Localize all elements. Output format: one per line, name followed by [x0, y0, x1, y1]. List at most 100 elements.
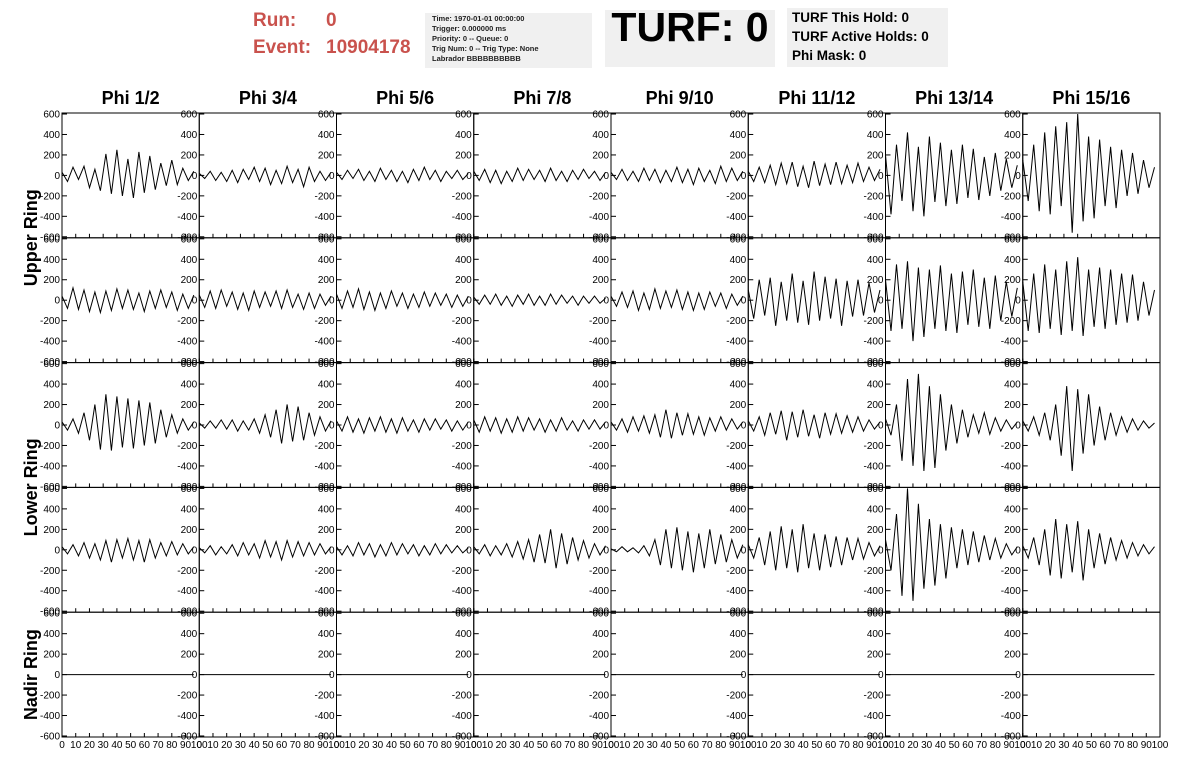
- y-tick-label: 0: [1015, 670, 1021, 681]
- y-tick-label: 400: [730, 130, 747, 141]
- y-tick-label: 0: [192, 670, 198, 681]
- x-tick-label: 50: [125, 740, 137, 751]
- y-tick-label: -600: [863, 731, 883, 742]
- x-tick-label: 80: [303, 740, 315, 751]
- y-tick-label: -400: [1001, 586, 1021, 597]
- y-tick-label: -400: [726, 337, 746, 348]
- y-tick-label: 600: [455, 359, 472, 370]
- waveform: [1022, 519, 1155, 581]
- column-title: Phi 13/14: [915, 88, 993, 108]
- waveform: [61, 536, 195, 563]
- y-tick-label: 0: [603, 670, 609, 681]
- y-tick-label: 400: [181, 255, 198, 266]
- y-tick-label: -400: [177, 212, 197, 223]
- x-tick-label: 80: [578, 740, 590, 751]
- x-tick-label: 60: [551, 740, 563, 751]
- y-tick-label: 200: [455, 150, 472, 161]
- y-tick-label: 200: [730, 150, 747, 161]
- x-tick-label: 50: [811, 740, 823, 751]
- x-tick-label: 60: [276, 740, 288, 751]
- x-tick-label: 80: [166, 740, 178, 751]
- y-tick-label: -200: [452, 566, 472, 577]
- y-tick-label: -600: [589, 731, 609, 742]
- x-tick-label: 100: [740, 740, 757, 751]
- info-box: Time: 1970-01-01 00:00:00 Trigger: 0.000…: [425, 13, 592, 68]
- x-tick-label: 30: [647, 740, 659, 751]
- y-tick-label: 200: [1004, 525, 1021, 536]
- y-tick-label: 600: [318, 609, 335, 620]
- y-tick-label: -200: [589, 691, 609, 702]
- x-tick-label: 90: [866, 740, 878, 751]
- waveform: [885, 488, 1018, 601]
- y-tick-label: 0: [466, 171, 472, 182]
- x-tick-label: 60: [413, 740, 425, 751]
- y-tick-label: -400: [177, 337, 197, 348]
- y-tick-label: -400: [1001, 461, 1021, 472]
- y-tick-label: -400: [589, 461, 609, 472]
- y-tick-label: 0: [741, 171, 747, 182]
- y-tick-label: 0: [54, 545, 60, 556]
- y-tick-label: 200: [592, 150, 609, 161]
- y-tick-label: 400: [592, 504, 609, 515]
- y-tick-label: 200: [43, 650, 60, 661]
- column-title: Phi 15/16: [1052, 88, 1130, 108]
- row-title: Nadir Ring: [21, 629, 41, 720]
- y-tick-label: -400: [863, 337, 883, 348]
- x-tick-label: 0: [1020, 740, 1026, 751]
- y-tick-label: 0: [878, 421, 884, 432]
- y-tick-label: -400: [314, 461, 334, 472]
- waveform: [61, 285, 195, 315]
- row-title: Lower Ring: [21, 438, 41, 536]
- waveform: [198, 404, 332, 444]
- y-tick-label: -400: [314, 586, 334, 597]
- y-tick-label: 600: [43, 609, 60, 620]
- y-tick-label: -200: [452, 191, 472, 202]
- x-tick-label: 20: [84, 740, 96, 751]
- y-tick-label: 400: [730, 629, 747, 640]
- y-tick-label: 400: [43, 380, 60, 391]
- info-line: Trig Num: 0 -- Trig Type: None: [432, 44, 539, 53]
- y-tick-label: -200: [863, 566, 883, 577]
- y-tick-label: -600: [40, 357, 60, 368]
- y-tick-label: 0: [466, 670, 472, 681]
- y-tick-label: 0: [192, 545, 198, 556]
- waveform: [885, 373, 1018, 472]
- info-line: Labrador BBBBBBBBBB: [432, 54, 521, 63]
- y-tick-label: -400: [1001, 212, 1021, 223]
- y-tick-label: -200: [314, 691, 334, 702]
- y-tick-label: -200: [589, 566, 609, 577]
- y-tick-label: 600: [1004, 234, 1021, 245]
- y-tick-label: 600: [1004, 359, 1021, 370]
- waveform: [1022, 257, 1155, 337]
- y-tick-label: -200: [40, 691, 60, 702]
- x-tick-label: 0: [196, 740, 202, 751]
- y-tick-label: 0: [603, 421, 609, 432]
- y-tick-label: -400: [177, 711, 197, 722]
- waveform: [473, 292, 606, 308]
- x-tick-label: 10: [345, 740, 357, 751]
- y-tick-label: 200: [181, 400, 198, 411]
- waveform: [198, 288, 332, 313]
- y-tick-label: 400: [1004, 255, 1021, 266]
- y-tick-label: 400: [592, 130, 609, 141]
- y-tick-label: 400: [730, 255, 747, 266]
- x-tick-label: 60: [962, 740, 974, 751]
- y-tick-label: 600: [318, 234, 335, 245]
- y-tick-label: -200: [40, 316, 60, 327]
- y-tick-label: -400: [40, 461, 60, 472]
- y-tick-label: -200: [314, 191, 334, 202]
- y-tick-label: 400: [455, 255, 472, 266]
- x-tick-label: 10: [207, 740, 219, 751]
- y-tick-label: -400: [1001, 337, 1021, 348]
- y-tick-label: 200: [455, 400, 472, 411]
- y-tick-label: 0: [1015, 545, 1021, 556]
- y-tick-label: 600: [455, 234, 472, 245]
- y-tick-label: -200: [314, 441, 334, 452]
- y-tick-label: 200: [592, 525, 609, 536]
- y-tick-label: 400: [43, 504, 60, 515]
- waveform: [747, 271, 881, 326]
- x-tick-label: 20: [358, 740, 370, 751]
- y-tick-label: 0: [878, 670, 884, 681]
- y-tick-label: -200: [40, 441, 60, 452]
- y-tick-label: 600: [592, 359, 609, 370]
